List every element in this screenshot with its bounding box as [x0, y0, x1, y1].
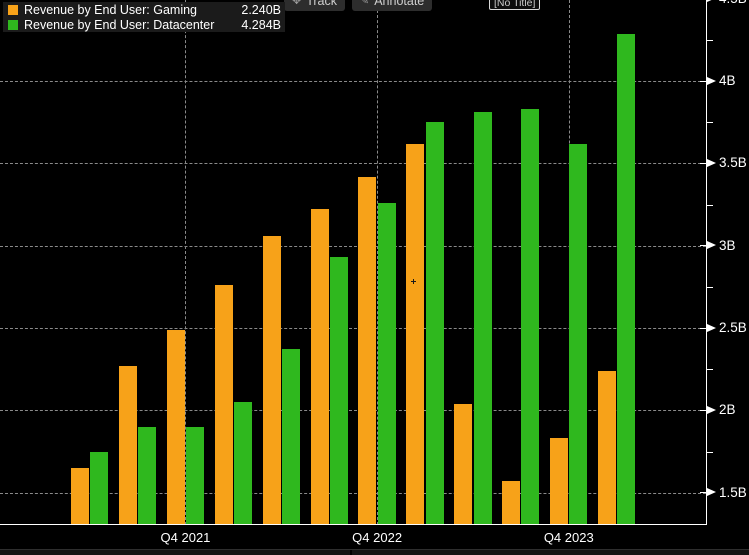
y-axis-tick-label: 4.5B	[719, 0, 749, 7]
bar-datacenter	[473, 112, 492, 525]
bar-datacenter	[281, 349, 300, 525]
bar-gaming	[166, 329, 185, 525]
crosshair-track-icon: ✥	[292, 0, 302, 7]
bar-gaming	[214, 285, 233, 525]
x-axis-line	[0, 524, 707, 525]
bar-datacenter	[329, 257, 348, 525]
gaming-swatch-icon	[8, 4, 18, 15]
bar-gaming	[262, 235, 281, 525]
bar-gaming	[406, 143, 425, 525]
y-axis-minor-tick	[706, 122, 713, 124]
y-axis-tick-arrow-icon	[707, 323, 716, 332]
bar-datacenter	[521, 109, 540, 525]
bar-datacenter	[138, 426, 157, 525]
bar-gaming	[71, 468, 89, 525]
y-axis-minor-tick	[706, 286, 713, 288]
track-button-label: Track	[306, 0, 338, 8]
x-axis-tick-label: Q4 2022	[352, 530, 403, 545]
bar-datacenter	[617, 34, 636, 525]
y-axis-minor-tick	[706, 39, 713, 41]
bar-datacenter	[186, 426, 205, 525]
datacenter-swatch-icon	[8, 19, 18, 30]
y-axis-tick-arrow-icon	[707, 405, 716, 414]
vertical-gridline	[377, 0, 379, 525]
legend: Revenue by End User: Gaming 2.240B Reven…	[3, 2, 285, 32]
track-button[interactable]: ✥ Track	[284, 0, 346, 11]
y-axis-tick-label: 2B	[719, 402, 736, 418]
y-axis-tick	[700, 245, 709, 247]
bar-gaming	[550, 438, 569, 525]
x-axis-tick-label: Q4 2023	[543, 530, 594, 545]
legend-value: 2.240B	[241, 2, 281, 17]
annotate-button[interactable]: ✎ Annotate	[352, 0, 433, 11]
vertical-gridline	[185, 0, 187, 525]
bar-gaming	[502, 481, 521, 525]
y-axis-tick-label: 1.5B	[719, 484, 747, 500]
y-axis-tick-label: 4B	[719, 73, 736, 89]
window-bottom-edge	[0, 549, 749, 555]
horizontal-gridline	[0, 328, 706, 330]
y-axis-tick-arrow-icon	[707, 241, 716, 250]
y-axis-tick-label: 2.5B	[719, 320, 747, 336]
bar-gaming	[598, 370, 616, 525]
x-axis-tick-label: Q4 2021	[160, 530, 211, 545]
bar-gaming	[310, 209, 329, 525]
y-axis-tick	[700, 492, 709, 494]
bar-gaming	[358, 176, 377, 525]
bar-datacenter	[234, 402, 253, 525]
horizontal-gridline	[0, 492, 706, 494]
annotate-button-label: Annotate	[374, 0, 425, 8]
bar-datacenter	[377, 202, 396, 525]
horizontal-gridline	[0, 245, 706, 247]
y-axis-minor-tick	[706, 369, 713, 371]
y-axis-tick-arrow-icon	[707, 488, 716, 497]
bar-gaming	[454, 403, 473, 525]
chart-title-text: [No Title]	[494, 0, 536, 9]
window-bottom-divider	[350, 550, 352, 555]
chart-title-box[interactable]: [No Title]	[489, 0, 541, 10]
y-axis-tick	[700, 409, 709, 411]
y-axis-tick	[700, 327, 709, 329]
legend-value: 4.284B	[241, 17, 281, 32]
horizontal-gridline	[0, 410, 706, 412]
vertical-gridline	[568, 0, 570, 525]
legend-item-gaming[interactable]: Revenue by End User: Gaming 2.240B	[3, 2, 285, 17]
bar-datacenter	[425, 122, 444, 525]
y-axis-tick-label: 3.5B	[719, 155, 747, 171]
y-axis-minor-tick	[706, 204, 713, 206]
pencil-annotate-icon: ✎	[360, 0, 370, 7]
y-axis-tick-arrow-icon	[707, 0, 716, 3]
legend-item-datacenter[interactable]: Revenue by End User: Datacenter 4.284B	[3, 17, 285, 32]
y-axis-tick	[700, 80, 709, 82]
legend-label: Revenue by End User: Gaming	[24, 2, 198, 17]
bar-datacenter	[90, 451, 109, 525]
y-axis-tick	[700, 162, 709, 164]
y-axis-tick-label: 3B	[719, 237, 736, 253]
bar-gaming	[118, 365, 137, 525]
y-axis-line	[706, 0, 707, 525]
legend-label: Revenue by End User: Datacenter	[24, 17, 215, 32]
bar-datacenter	[569, 143, 588, 525]
horizontal-gridline	[0, 163, 706, 165]
y-axis-tick-arrow-icon	[707, 158, 716, 167]
horizontal-gridline	[0, 81, 706, 83]
y-axis-minor-tick	[706, 451, 713, 453]
y-axis-tick-arrow-icon	[707, 76, 716, 85]
crosshair-cursor-dot	[411, 279, 416, 284]
